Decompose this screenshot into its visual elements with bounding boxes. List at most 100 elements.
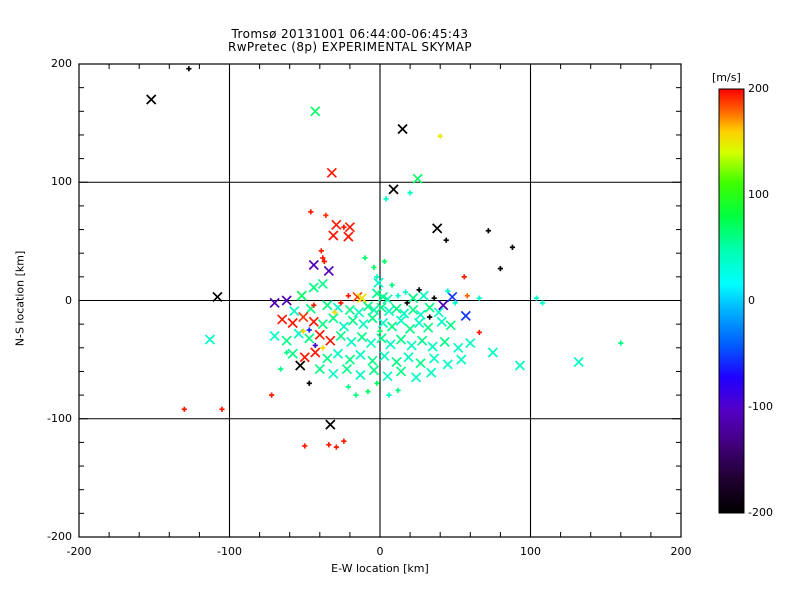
scatter-point: [404, 323, 416, 334]
scatter-point: [429, 353, 440, 364]
scatter-point: [476, 295, 482, 301]
scatter-point: [382, 371, 393, 382]
scatter-point: [415, 358, 426, 369]
scatter-point: [539, 300, 546, 306]
scatter-point: [411, 372, 422, 383]
x-tick-label: 0: [376, 545, 384, 558]
scatter-point: [497, 265, 503, 272]
scatter-point: [300, 328, 306, 334]
scatter-point: [368, 304, 380, 316]
scatter-point: [353, 392, 359, 398]
axis-ticks: [78, 63, 682, 538]
colorbar-tick-label: 0: [748, 294, 755, 307]
scatter-point: [427, 314, 433, 320]
scatter-point: [442, 359, 453, 370]
scatter-point: [376, 333, 387, 344]
colorbar-gradient: [718, 88, 745, 514]
scatter-point: [443, 237, 449, 243]
scatter-point: [322, 300, 333, 311]
scatter-point: [395, 366, 407, 377]
scatter-point: [269, 297, 280, 308]
scatter-point: [289, 306, 300, 317]
scatter-point: [306, 380, 312, 386]
scatter-point: [365, 388, 371, 395]
scatter-point: [403, 352, 414, 363]
scatter-point: [181, 406, 187, 412]
scatter-point: [432, 223, 443, 234]
scatter-point: [310, 106, 321, 117]
scatter-point: [476, 329, 482, 336]
scatter-point: [325, 419, 336, 430]
scatter-point: [386, 392, 392, 398]
scatter-point: [402, 289, 409, 295]
scatter-point: [417, 335, 428, 346]
scatter-point: [269, 392, 275, 398]
scatter-point: [323, 212, 329, 218]
x-tick-label: -100: [217, 545, 242, 558]
scatter-point: [381, 258, 388, 265]
scatter-point: [278, 366, 284, 372]
y-tick-label: -200: [47, 530, 72, 543]
scatter-point: [287, 317, 298, 329]
x-tick-label: 100: [520, 545, 541, 558]
scatter-point: [382, 294, 393, 305]
scatter-point: [269, 330, 280, 342]
scatter-point: [436, 316, 447, 327]
scatter-point: [328, 230, 339, 241]
scatter-point: [328, 368, 339, 379]
scatter-point: [418, 290, 429, 301]
scatter-point: [308, 316, 319, 327]
scatter-point: [487, 347, 498, 358]
scatter-point: [362, 301, 374, 312]
scatter-point: [320, 345, 326, 351]
scatter-point: [383, 306, 395, 317]
scatter-point: [325, 335, 336, 346]
scatter-point: [426, 367, 437, 378]
scatter-point: [333, 444, 339, 450]
scatter-point: [391, 303, 402, 314]
y-tick-label: 200: [51, 57, 72, 70]
scatter-point: [371, 288, 383, 299]
scatter-point: [376, 302, 387, 313]
scatter-point: [306, 327, 312, 333]
scatter-point: [412, 173, 423, 184]
scatter-point: [310, 347, 321, 358]
scatter-point: [356, 293, 368, 304]
scatter-point: [326, 167, 337, 178]
scatter-point: [433, 307, 444, 318]
colorbar-tick-label: 200: [748, 82, 769, 95]
scatter-point: [312, 342, 318, 349]
scatter-point: [456, 354, 467, 365]
scatter-point: [341, 224, 347, 230]
scatter-point: [344, 222, 356, 233]
scatter-point: [204, 334, 216, 345]
scatter-point: [296, 290, 307, 301]
scatter-point: [406, 340, 417, 351]
scatter-point: [344, 354, 356, 365]
scatter-point: [461, 274, 467, 280]
scatter-point: [386, 321, 398, 332]
scatter-point: [377, 317, 389, 329]
colorbar-tick-label: -100: [748, 400, 773, 413]
scatter-point: [408, 304, 419, 316]
colorbar-units-label: [m/s]: [712, 71, 741, 84]
scatter-point: [371, 264, 377, 270]
y-tick-label: 100: [51, 175, 72, 189]
scatter-point: [281, 335, 292, 346]
scatter-point: [281, 295, 292, 306]
scatter-point: [415, 309, 426, 320]
x-tick-label: 200: [670, 545, 692, 558]
colorbar-tick-label: -200: [748, 506, 773, 519]
scatter-point: [485, 228, 491, 234]
scatter-point: [414, 317, 425, 329]
scatter-point: [416, 287, 422, 293]
scatter-point: [397, 123, 408, 135]
scatter-point: [445, 320, 456, 331]
scatter-point: [287, 348, 298, 359]
scatter-point: [509, 244, 516, 250]
scatter-point: [439, 336, 450, 347]
scatter-point: [533, 295, 540, 301]
scatter-point: [338, 300, 344, 306]
